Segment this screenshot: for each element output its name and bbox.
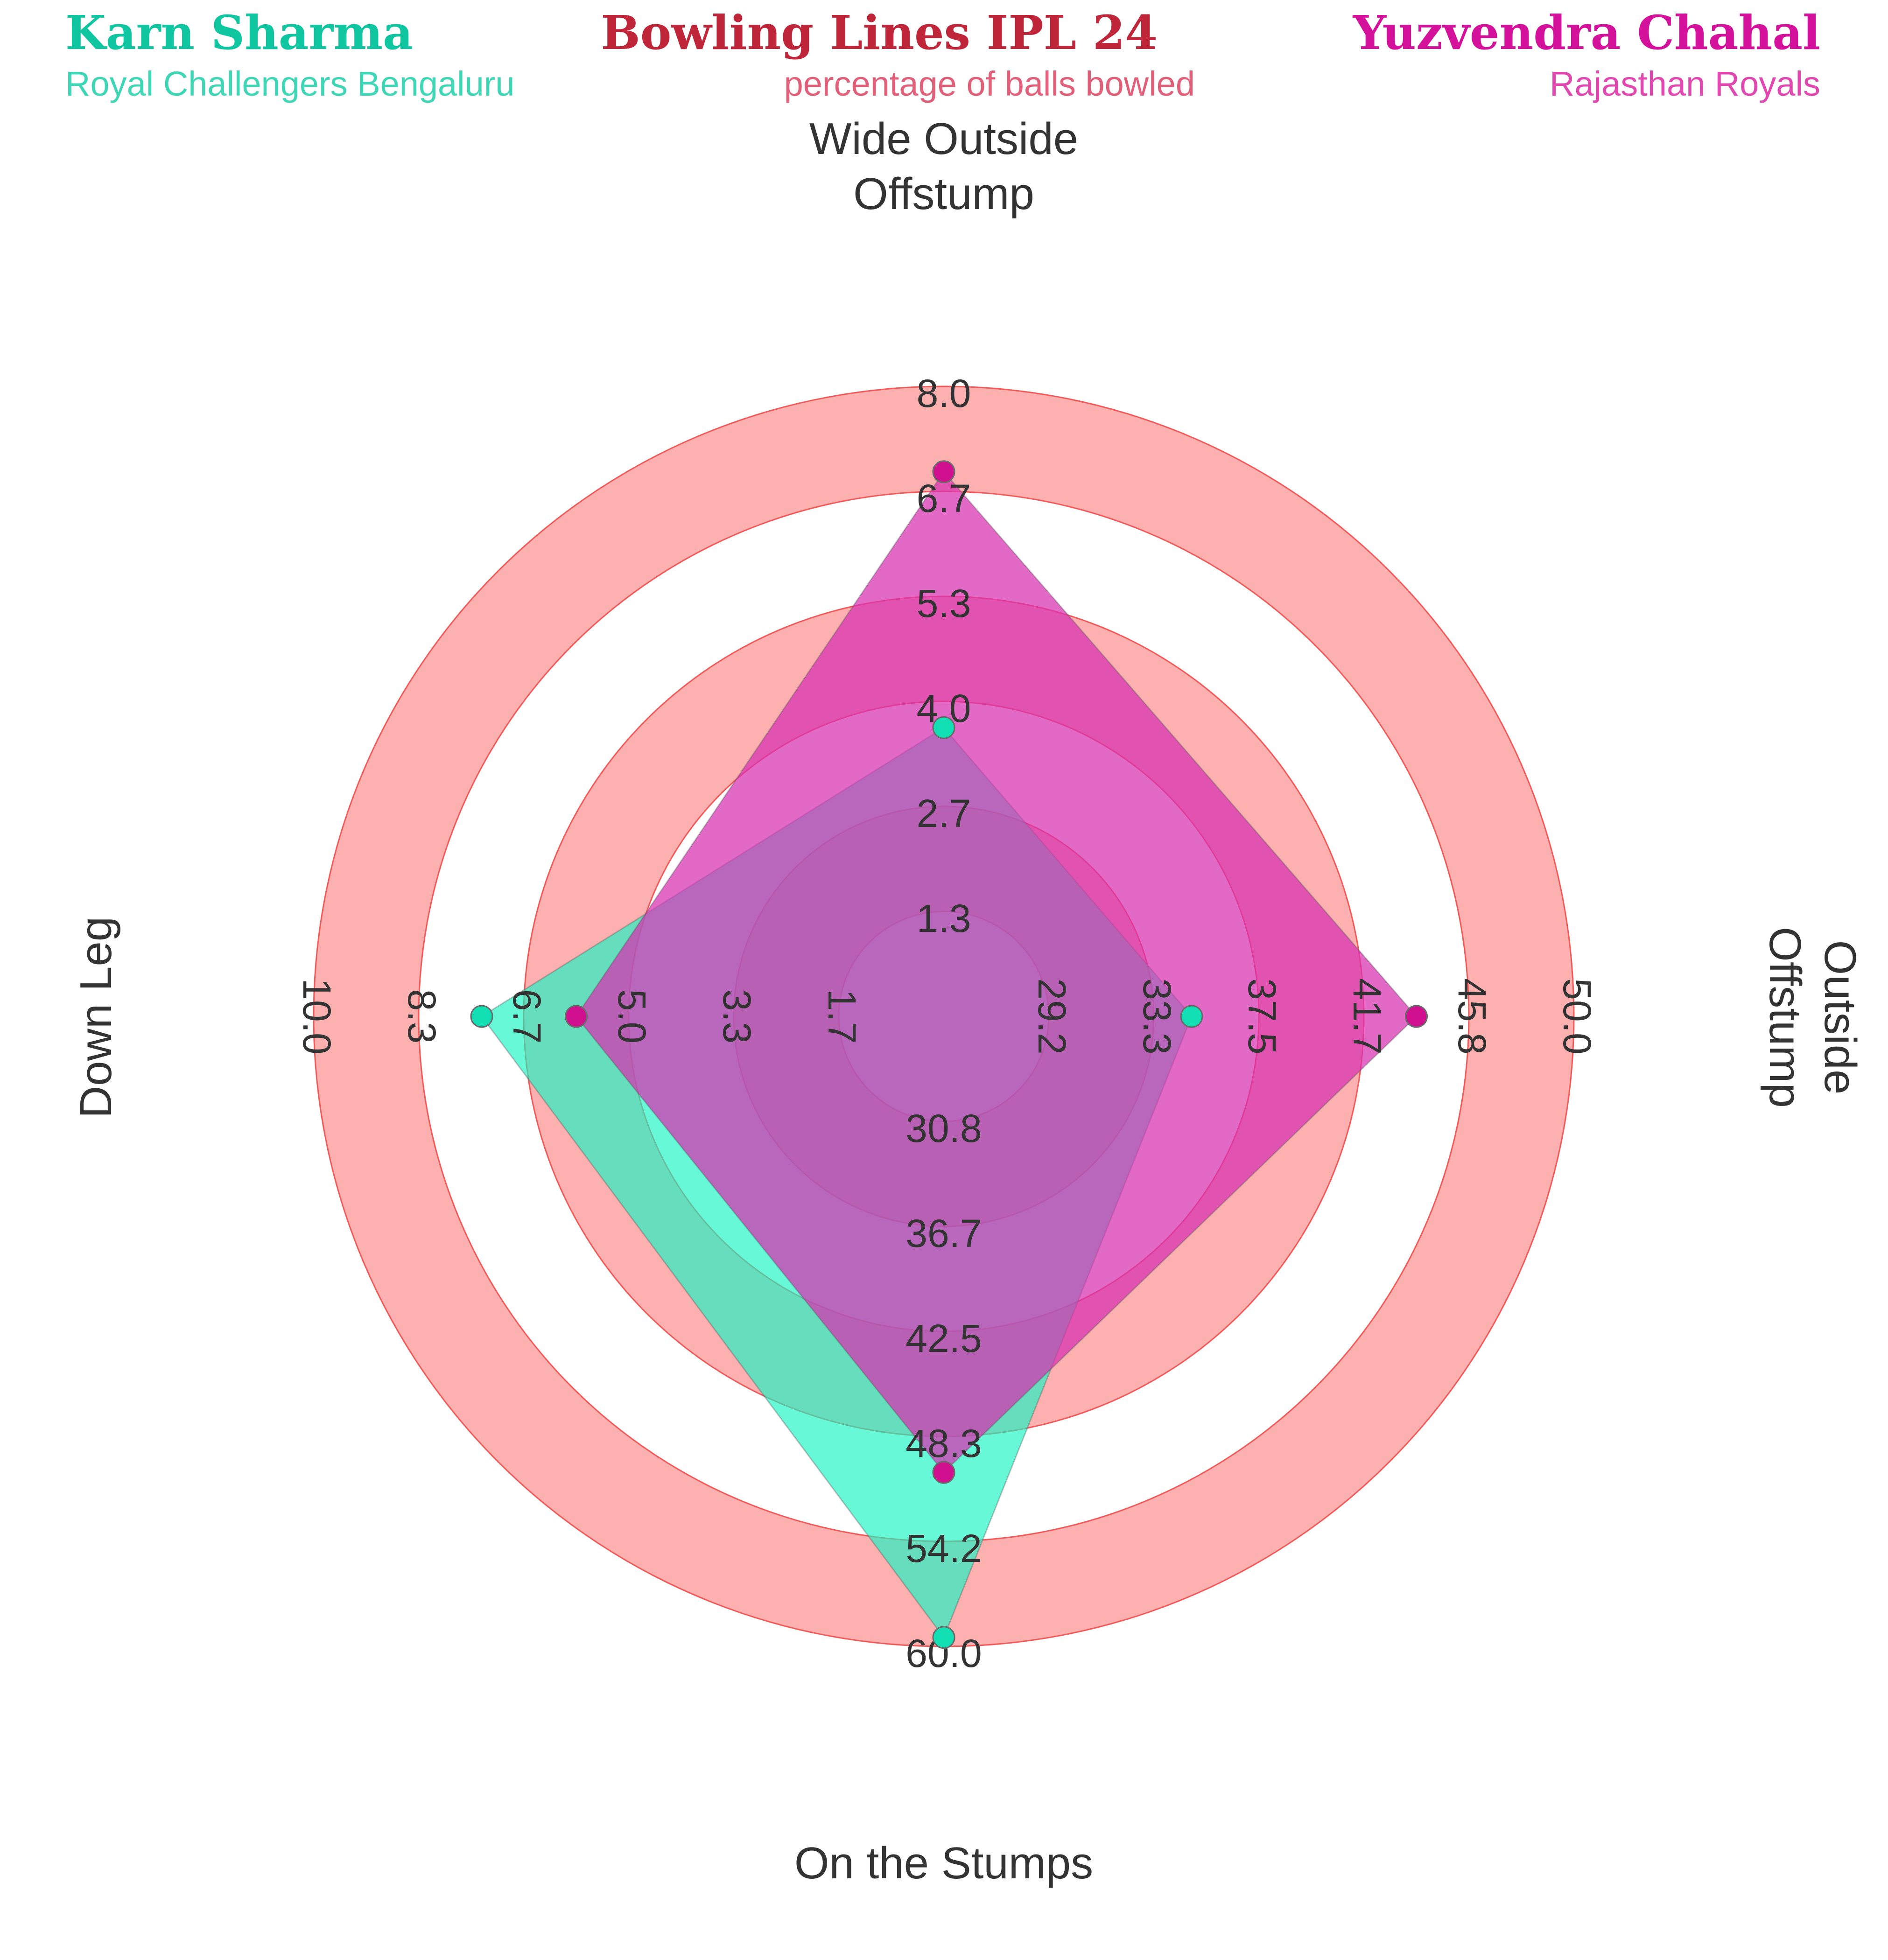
marker-yuzvendra-chahal-outside-offstump <box>1405 1005 1428 1028</box>
marker-karn-sharma-outside-offstump <box>1180 1005 1203 1028</box>
marker-karn-sharma-wide-outside-offstump <box>932 716 955 739</box>
marker-yuzvendra-chahal-on-the-stumps <box>932 1461 955 1484</box>
axis-label-line: Offstump <box>853 169 1034 219</box>
right-player-name: Yuzvendra Chahal <box>1353 5 1820 60</box>
tick-label-down-leg-5: 8.3 <box>400 989 444 1044</box>
left-player-name: Karn Sharma <box>65 5 413 60</box>
tick-label-outside-offstump-3: 37.5 <box>1240 978 1284 1055</box>
axis-label-wide-outside-offstump: Wide Outside Offstump <box>809 114 1078 219</box>
axis-label-line: Down Leg <box>71 917 121 1118</box>
right-player-team: Rajasthan Royals <box>1550 64 1820 103</box>
tick-label-outside-offstump-5: 45.8 <box>1450 978 1494 1055</box>
tick-label-wide-outside-offstump-6: 8.0 <box>917 371 971 415</box>
axis-label-line: Wide Outside <box>809 114 1078 164</box>
tick-label-down-leg-6: 10.0 <box>295 978 339 1055</box>
tick-label-down-leg-3: 5.0 <box>610 989 654 1044</box>
tick-label-on-the-stumps-4: 48.3 <box>905 1421 982 1465</box>
left-player-team: Royal Challengers Bengaluru <box>65 64 515 103</box>
tick-label-wide-outside-offstump-2: 2.7 <box>917 791 971 835</box>
chart-subtitle: percentage of balls bowled <box>784 64 1195 103</box>
tick-label-on-the-stumps-2: 36.7 <box>905 1211 982 1255</box>
axis-label-line: Outside <box>1815 940 1865 1095</box>
tick-label-outside-offstump-2: 33.3 <box>1135 978 1179 1055</box>
tick-label-outside-offstump-1: 29.2 <box>1030 978 1074 1055</box>
axis-label-line: On the Stumps <box>794 1838 1093 1888</box>
tick-label-on-the-stumps-5: 54.2 <box>905 1526 982 1570</box>
tick-label-down-leg-4: 6.7 <box>505 989 549 1044</box>
chart-title: Bowling Lines IPL 24 <box>601 5 1158 60</box>
tick-label-on-the-stumps-3: 42.5 <box>905 1316 982 1360</box>
marker-karn-sharma-on-the-stumps <box>932 1626 955 1649</box>
tick-label-outside-offstump-6: 50.0 <box>1555 978 1599 1055</box>
axis-label-line: Offstump <box>1760 927 1810 1108</box>
series-markers <box>470 460 1428 1649</box>
tick-label-outside-offstump-4: 41.7 <box>1345 978 1389 1055</box>
axis-label-down-leg: Down Leg <box>71 917 121 1118</box>
marker-karn-sharma-down-leg <box>470 1005 493 1028</box>
tick-label-down-leg-2: 3.3 <box>715 989 759 1044</box>
marker-yuzvendra-chahal-down-leg <box>565 1005 588 1028</box>
axis-label-on-the-stumps: On the Stumps <box>794 1838 1093 1888</box>
tick-label-wide-outside-offstump-1: 1.3 <box>917 896 971 940</box>
axis-label-outside-offstump: OutsideOffstump <box>1760 927 1865 1108</box>
tick-label-down-leg-1: 1.7 <box>820 989 864 1044</box>
tick-label-wide-outside-offstump-4: 5.3 <box>917 581 971 625</box>
tick-label-on-the-stumps-1: 30.8 <box>905 1106 982 1150</box>
tick-label-wide-outside-offstump-5: 6.7 <box>917 476 971 520</box>
marker-yuzvendra-chahal-wide-outside-offstump <box>932 460 955 483</box>
